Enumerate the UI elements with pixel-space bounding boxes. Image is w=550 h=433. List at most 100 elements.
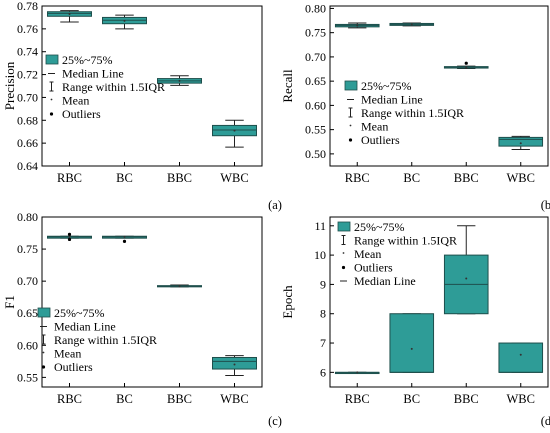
- y-tick-label: 0.75: [17, 242, 38, 256]
- mean-marker: [178, 285, 181, 288]
- x-tick-label: BBC: [167, 392, 192, 406]
- y-tick-label: 0.60: [305, 98, 326, 112]
- legend-swatch-mean: [342, 252, 345, 254]
- box-WBC: [498, 136, 544, 147]
- outlier-point: [67, 237, 72, 242]
- y-tick-label: 0.80: [305, 1, 326, 15]
- mean-marker: [519, 353, 522, 356]
- legend-swatch-mean: [349, 124, 352, 127]
- legend-swatch-box: [37, 307, 51, 318]
- x-tick-label: RBC: [345, 392, 370, 406]
- x-tick-label: WBC: [220, 171, 248, 185]
- y-tick-label: 0.65: [17, 306, 38, 320]
- y-tick-label: 11: [314, 219, 326, 233]
- y-axis-label: Precision: [2, 61, 17, 110]
- y-tick-label: 7: [320, 336, 326, 350]
- legend-label: Outliers: [354, 261, 393, 275]
- legend-label: Outliers: [361, 133, 400, 147]
- x-tick-label: WBC: [507, 392, 535, 406]
- outlier-point: [67, 232, 72, 236]
- legend-label: Outliers: [62, 107, 101, 121]
- legend-label: 25%~75%: [62, 53, 112, 67]
- legend-swatch-outlier: [348, 138, 353, 142]
- legend-label: Range within 1.5IQR: [354, 234, 457, 248]
- y-tick-label: 6: [320, 365, 326, 379]
- panel-label: (b): [541, 198, 550, 212]
- y-tick-label: 0.80: [17, 210, 38, 224]
- legend-swatch-outlier: [49, 112, 54, 116]
- legend-label: Median Line: [354, 274, 416, 288]
- legend-label: Mean: [62, 94, 89, 108]
- mean-marker: [519, 142, 522, 145]
- legend-swatch-box: [45, 54, 59, 65]
- panel-c: [37, 216, 263, 388]
- y-tick-label: 0.78: [17, 0, 38, 13]
- legend-label: Median Line: [361, 93, 423, 107]
- y-tick-label: 0.74: [17, 45, 38, 59]
- x-tick-label: BC: [403, 171, 420, 185]
- y-axis-label: Epoch: [280, 285, 295, 319]
- panel-label: (d): [541, 414, 550, 428]
- legend-swatch-box: [344, 80, 358, 91]
- mean-marker: [123, 235, 126, 238]
- x-tick-label: BC: [116, 392, 133, 406]
- mean-marker: [410, 347, 413, 350]
- panel-label: (c): [268, 414, 282, 428]
- legend-label: 25%~75%: [354, 220, 404, 234]
- y-tick-label: 0.64: [17, 159, 38, 173]
- y-tick-label: 0.70: [17, 90, 38, 104]
- plot-frame: [41, 216, 263, 388]
- x-tick-label: RBC: [345, 171, 370, 185]
- x-tick-label: WBC: [507, 171, 535, 185]
- y-tick-label: 0.76: [17, 22, 38, 36]
- outlier-point: [464, 61, 468, 65]
- legend-label: Median Line: [62, 67, 124, 81]
- y-tick-label: 0.68: [17, 113, 38, 127]
- box-BC: [389, 313, 435, 373]
- y-tick-label: 0.60: [17, 338, 38, 352]
- plot-frame: [329, 5, 549, 167]
- legend-swatch-outlier: [341, 265, 346, 270]
- y-tick-label: 0.66: [17, 136, 38, 150]
- panel-a: [41, 5, 263, 167]
- legend-label: Mean: [354, 247, 381, 261]
- y-tick-label: 0.65: [305, 74, 326, 88]
- mean-marker: [68, 13, 71, 15]
- panel-b: [329, 5, 549, 167]
- mean-marker: [68, 235, 71, 238]
- mean-marker: [410, 23, 413, 26]
- legend-label: Range within 1.5IQR: [54, 333, 157, 347]
- plot-frame: [329, 216, 549, 388]
- panel-d: [329, 216, 549, 388]
- panel-label: (a): [268, 198, 282, 212]
- mean-marker: [178, 79, 181, 82]
- box-WBC: [498, 342, 544, 373]
- outlier-point: [122, 239, 127, 243]
- mean-marker: [465, 66, 468, 69]
- legend-label: 25%~75%: [361, 79, 411, 93]
- plot-frame: [41, 5, 263, 167]
- y-tick-label: 0.55: [305, 123, 326, 137]
- x-tick-label: RBC: [57, 392, 82, 406]
- y-tick-label: 10: [314, 248, 326, 262]
- x-tick-label: WBC: [220, 392, 248, 406]
- y-axis-label: F1: [2, 295, 17, 309]
- mean-marker: [233, 363, 236, 366]
- legend-label: Range within 1.5IQR: [62, 80, 165, 94]
- y-tick-label: 9: [320, 277, 326, 291]
- legend-label: Outliers: [54, 360, 93, 374]
- y-tick-label: 0.75: [305, 26, 326, 40]
- mean-marker: [356, 24, 359, 27]
- y-tick-label: 0.70: [305, 50, 326, 64]
- mean-marker: [233, 129, 236, 132]
- x-tick-label: BBC: [167, 171, 192, 185]
- y-tick-label: 0.70: [17, 274, 38, 288]
- y-tick-label: 0.50: [305, 147, 326, 161]
- x-tick-label: BC: [116, 171, 133, 185]
- legend-swatch-box: [337, 221, 351, 232]
- box-WBC: [212, 356, 257, 370]
- legend-label: 25%~75%: [54, 306, 104, 320]
- y-axis-label: Recall: [280, 69, 295, 103]
